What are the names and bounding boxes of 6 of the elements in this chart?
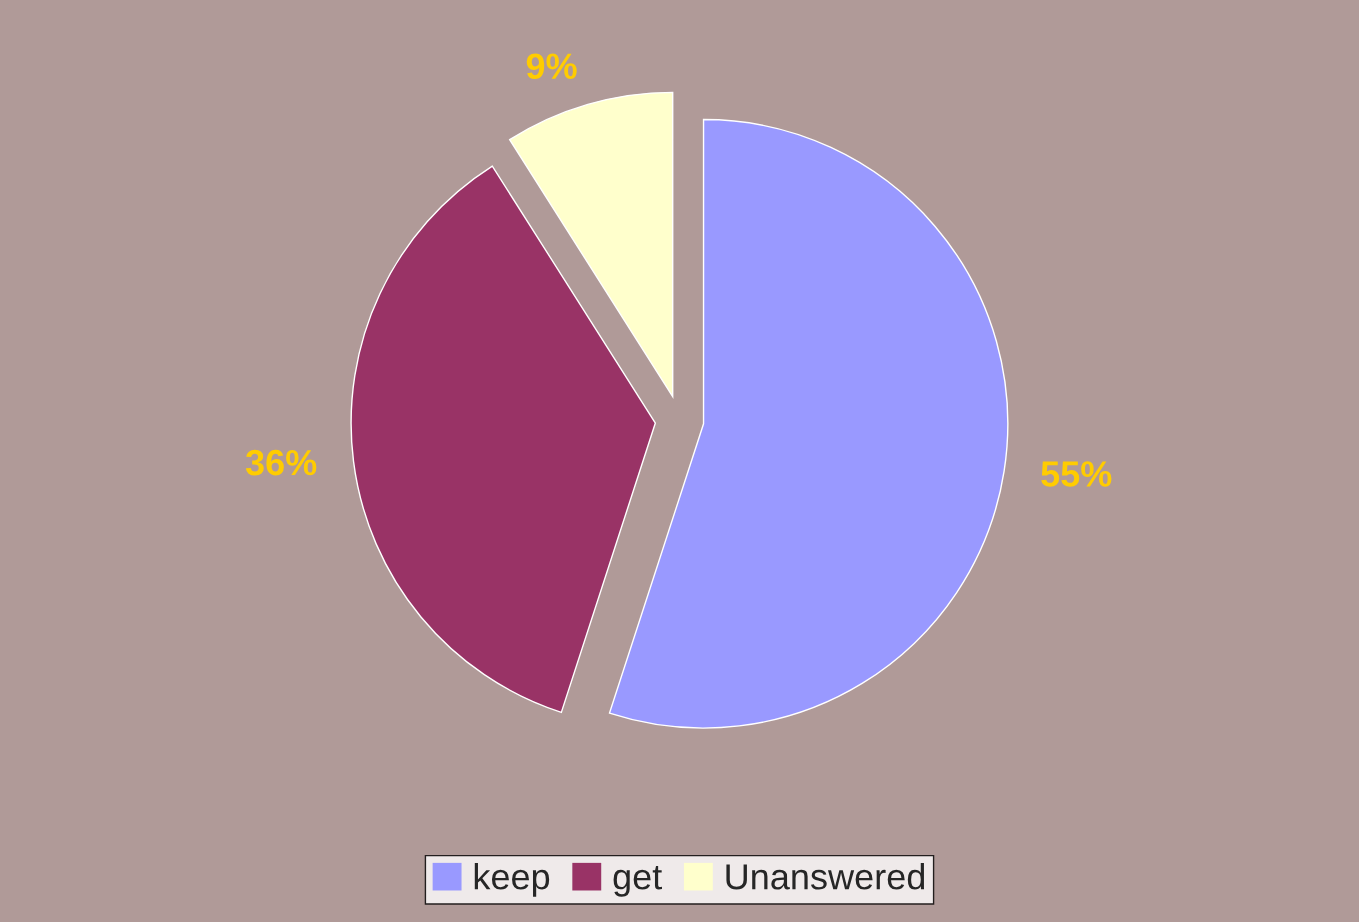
- data-label: 9%: [526, 53, 577, 80]
- data-label: 36%: [245, 449, 317, 476]
- legend-label: get: [613, 865, 662, 897]
- legend-label: keep: [474, 863, 550, 897]
- data-label: 55%: [1041, 461, 1112, 487]
- legend-label: Unanswered: [726, 863, 925, 890]
